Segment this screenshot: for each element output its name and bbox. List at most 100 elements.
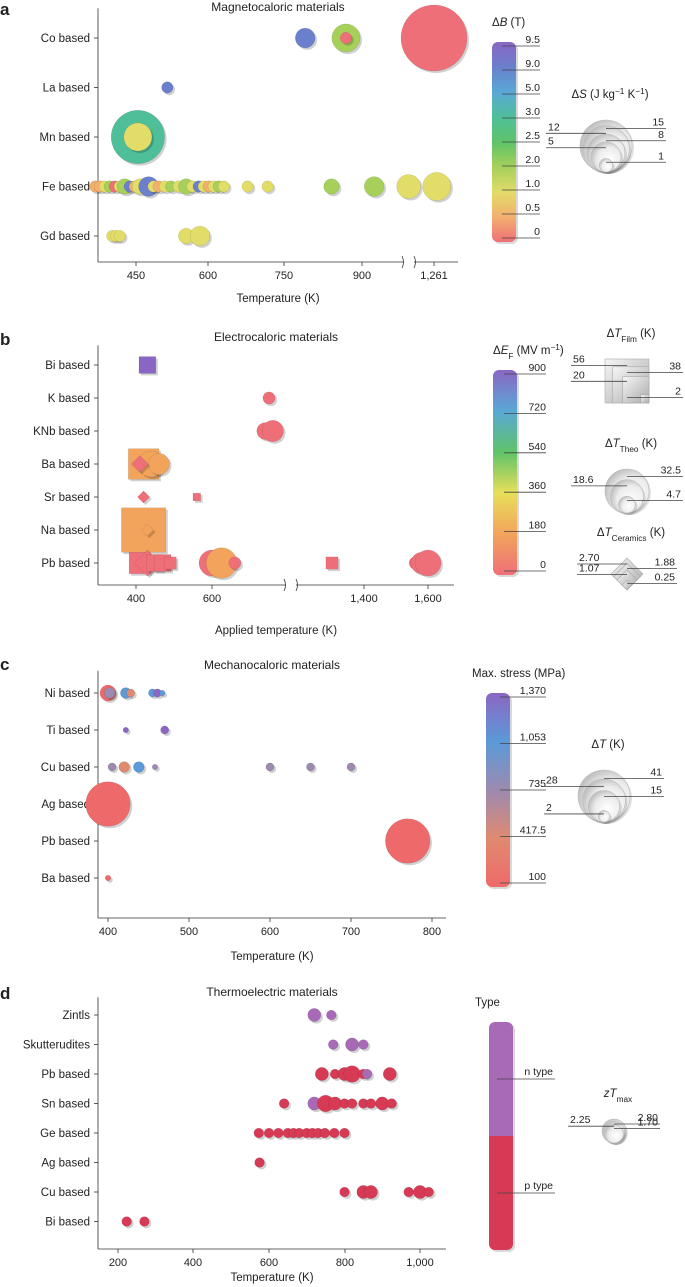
y-tick-label: La based — [43, 83, 90, 95]
panel-c: c Mechanocaloric materials Ni based Ti base… — [0, 655, 664, 963]
size-legend: zTmax 2.80 2.25 1.70 — [568, 1088, 660, 1145]
size-legend-title-part: Δ — [571, 89, 579, 101]
data-point — [192, 492, 201, 502]
data-point — [140, 523, 154, 537]
x-tick-label: 800 — [336, 1257, 354, 1269]
data-point — [346, 762, 356, 772]
colorbar-title-part: (MV m — [513, 345, 550, 357]
data-point — [160, 725, 170, 735]
y-tick-label: Ba based — [41, 873, 90, 885]
x-tick-label: 400 — [184, 1257, 202, 1269]
data-point — [253, 1127, 264, 1139]
data-point — [396, 174, 421, 199]
colorbar-title-part: Δ — [493, 345, 501, 357]
size-legend-title: ΔTFilm (K) — [607, 328, 656, 344]
data-point — [189, 225, 211, 247]
size-shape — [618, 495, 636, 514]
colorbar-tick-label: 1.0 — [525, 178, 540, 190]
size-legend-label: 20 — [573, 369, 585, 381]
data-point — [307, 1008, 322, 1022]
colorbar-tick-label: 3.0 — [525, 106, 540, 118]
size-legend-title-part: Film — [621, 335, 637, 344]
colorbar-tick-label: 5.0 — [525, 82, 540, 94]
color-legend: ΔB (T)9.5 9.0 5.0 3.0 2.5 2.0 1.0 0.5 0 — [492, 17, 540, 244]
panel-letter: c — [0, 655, 9, 674]
size-legend-title-part: (J kg — [587, 89, 615, 101]
data-point — [363, 176, 385, 197]
size-legend-diamond: ΔTCeramics (K) 2.70 1.88 1.07 0.25 — [577, 527, 677, 591]
data-points — [121, 1008, 436, 1229]
y-tick-label: Ba based — [41, 459, 90, 471]
data-point — [315, 1067, 329, 1081]
data-point — [107, 762, 117, 772]
y-tick-label: Ti based — [46, 725, 90, 737]
data-point — [137, 490, 151, 504]
size-legend-label: 41 — [650, 767, 662, 779]
y-tick-label: K based — [48, 393, 90, 405]
colorbar-title-part: Max. stress (MPa) — [472, 668, 565, 680]
y-tick-label: Ag based — [41, 799, 90, 811]
y-tick-label: Ag based — [41, 1158, 90, 1170]
size-legend-square: ΔTFilm (K) 56 38 20 2 — [571, 328, 683, 404]
chart-title: Thermoelectric materials — [206, 985, 337, 999]
y-tick-label: Sn based — [41, 1099, 90, 1111]
colorbar-tick-label: 100 — [528, 871, 546, 883]
x-tick-label: 1,600 — [414, 593, 442, 605]
data-point — [323, 178, 340, 195]
data-point — [343, 1065, 361, 1083]
size-legend-title-part: Δ — [591, 739, 599, 751]
data-point — [385, 818, 431, 864]
data-point — [139, 1216, 150, 1227]
x-tick-label: 700 — [342, 926, 360, 938]
x-axis-label: Temperature (K) — [236, 293, 319, 305]
size-legend-title-part: (K) — [639, 438, 658, 450]
data-point — [400, 4, 468, 72]
color-legend: Max. stress (MPa) 1,370 1,053 735 417.5 100 — [472, 668, 565, 889]
y-tick-label: Co based — [41, 33, 90, 45]
size-legend-label: 38 — [669, 360, 681, 372]
y-tick-label: Pb based — [41, 836, 90, 848]
colorbar — [493, 370, 517, 575]
panel-letter: b — [0, 330, 10, 349]
size-legend-label: 18.6 — [573, 474, 594, 486]
colorbar-tick-label: 2.0 — [525, 154, 540, 166]
colorbar-title: ΔEF (MV m−1) — [493, 343, 564, 361]
size-legend-label: 2.70 — [579, 552, 600, 564]
data-point — [414, 549, 442, 577]
size-shape — [598, 158, 614, 173]
x-tick-label: 1,400 — [350, 593, 378, 605]
y-tick-label: Fe based — [42, 182, 90, 194]
data-point — [121, 1216, 132, 1227]
data-point — [329, 1127, 340, 1139]
colorbar-tick-label: 180 — [528, 520, 546, 532]
y-tick-label: Zintls — [63, 1010, 91, 1022]
colorbar-title-part: B — [500, 17, 508, 29]
size-legend-label: 1.88 — [655, 557, 676, 569]
axis-break-mark — [283, 578, 298, 592]
data-point — [326, 1009, 337, 1021]
size-legend-title: zTmax — [603, 1088, 633, 1104]
chart-title: Magnetocaloric materials — [211, 0, 344, 14]
data-point — [241, 180, 254, 193]
size-legend-label: 28 — [546, 774, 558, 786]
colorbar-tick-label: p type — [524, 1180, 553, 1192]
data-point — [104, 874, 112, 882]
data-point — [254, 1157, 265, 1168]
x-tick-label: 500 — [180, 926, 198, 938]
data-point — [364, 1185, 378, 1199]
colorbar-tick-label: 720 — [528, 401, 546, 413]
data-point — [325, 556, 339, 570]
data-point — [151, 763, 159, 771]
colorbar-title: ΔB (T) — [492, 17, 525, 29]
size-legend-title-part: −1 — [615, 87, 625, 96]
colorbar-tick-label: 0 — [534, 226, 540, 238]
colorbar-tick-label: 735 — [528, 778, 546, 790]
size-legend-title-part: T — [605, 527, 613, 539]
data-point — [261, 420, 284, 442]
colorbar-title-part: −1 — [550, 343, 560, 352]
size-legend-title: ΔS (J kg−1 K−1) — [571, 87, 648, 102]
data-point — [346, 1098, 358, 1109]
